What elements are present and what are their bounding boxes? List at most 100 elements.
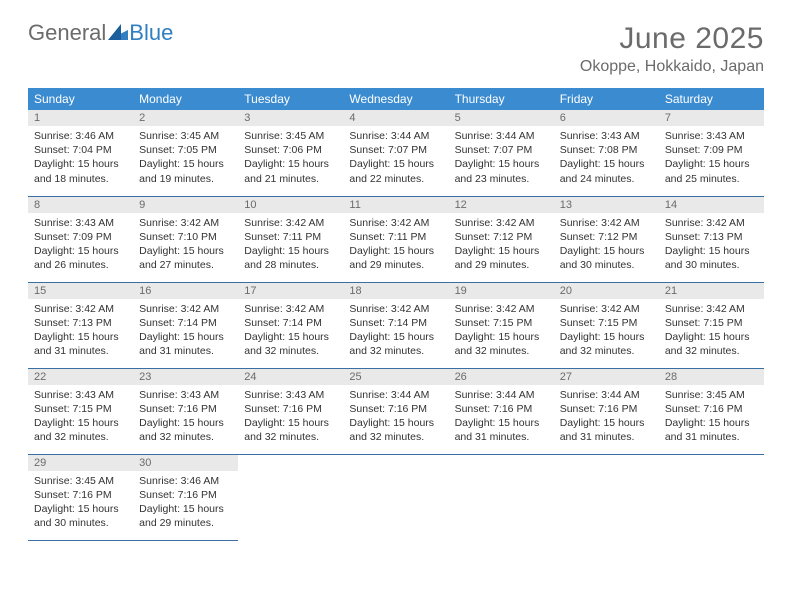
sunset-text: Sunset: 7:14 PM [349, 316, 442, 330]
sunset-text: Sunset: 7:16 PM [34, 488, 127, 502]
sunrise-text: Sunrise: 3:45 AM [244, 129, 337, 143]
sunrise-text: Sunrise: 3:42 AM [349, 216, 442, 230]
day-content: Sunrise: 3:43 AMSunset: 7:16 PMDaylight:… [133, 385, 238, 449]
calendar-day-cell: 25Sunrise: 3:44 AMSunset: 7:16 PMDayligh… [343, 368, 448, 454]
sunset-text: Sunset: 7:13 PM [665, 230, 758, 244]
sunset-text: Sunset: 7:16 PM [139, 488, 232, 502]
day-number: 1 [28, 110, 133, 126]
daylight-text: and 32 minutes. [560, 344, 653, 358]
day-content: Sunrise: 3:45 AMSunset: 7:16 PMDaylight:… [659, 385, 764, 449]
weekday-header: Wednesday [343, 88, 448, 110]
calendar-day-cell: 26Sunrise: 3:44 AMSunset: 7:16 PMDayligh… [449, 368, 554, 454]
daylight-text: Daylight: 15 hours [455, 330, 548, 344]
sunrise-text: Sunrise: 3:44 AM [349, 129, 442, 143]
sunset-text: Sunset: 7:07 PM [349, 143, 442, 157]
daylight-text: Daylight: 15 hours [34, 416, 127, 430]
calendar-day-cell: 16Sunrise: 3:42 AMSunset: 7:14 PMDayligh… [133, 282, 238, 368]
sunset-text: Sunset: 7:12 PM [560, 230, 653, 244]
day-content: Sunrise: 3:44 AMSunset: 7:16 PMDaylight:… [554, 385, 659, 449]
daylight-text: Daylight: 15 hours [455, 416, 548, 430]
day-number: 14 [659, 197, 764, 213]
day-content: Sunrise: 3:42 AMSunset: 7:14 PMDaylight:… [133, 299, 238, 363]
day-content: Sunrise: 3:42 AMSunset: 7:11 PMDaylight:… [343, 213, 448, 277]
daylight-text: and 25 minutes. [665, 172, 758, 186]
day-number: 20 [554, 283, 659, 299]
daylight-text: Daylight: 15 hours [139, 416, 232, 430]
calendar-day-cell: 17Sunrise: 3:42 AMSunset: 7:14 PMDayligh… [238, 282, 343, 368]
sunrise-text: Sunrise: 3:42 AM [665, 216, 758, 230]
daylight-text: and 18 minutes. [34, 172, 127, 186]
title-block: June 2025 Okoppe, Hokkaido, Japan [580, 22, 764, 76]
sunset-text: Sunset: 7:16 PM [244, 402, 337, 416]
day-number: 9 [133, 197, 238, 213]
sunset-text: Sunset: 7:06 PM [244, 143, 337, 157]
day-number: 11 [343, 197, 448, 213]
day-number: 17 [238, 283, 343, 299]
weekday-header: Monday [133, 88, 238, 110]
daylight-text: and 27 minutes. [139, 258, 232, 272]
day-number: 27 [554, 369, 659, 385]
logo-text-general: General [28, 22, 106, 44]
calendar-day-cell: 2Sunrise: 3:45 AMSunset: 7:05 PMDaylight… [133, 110, 238, 196]
sunset-text: Sunset: 7:14 PM [244, 316, 337, 330]
calendar-day-cell: 8Sunrise: 3:43 AMSunset: 7:09 PMDaylight… [28, 196, 133, 282]
day-content: Sunrise: 3:45 AMSunset: 7:16 PMDaylight:… [28, 471, 133, 535]
calendar-table: Sunday Monday Tuesday Wednesday Thursday… [28, 88, 764, 541]
daylight-text: Daylight: 15 hours [139, 244, 232, 258]
calendar-day-cell: 12Sunrise: 3:42 AMSunset: 7:12 PMDayligh… [449, 196, 554, 282]
day-content: Sunrise: 3:42 AMSunset: 7:12 PMDaylight:… [449, 213, 554, 277]
daylight-text: Daylight: 15 hours [560, 330, 653, 344]
calendar-day-cell: 4Sunrise: 3:44 AMSunset: 7:07 PMDaylight… [343, 110, 448, 196]
day-content: Sunrise: 3:46 AMSunset: 7:04 PMDaylight:… [28, 126, 133, 190]
sunset-text: Sunset: 7:05 PM [139, 143, 232, 157]
day-content: Sunrise: 3:42 AMSunset: 7:11 PMDaylight:… [238, 213, 343, 277]
sunset-text: Sunset: 7:16 PM [139, 402, 232, 416]
calendar-day-cell: 10Sunrise: 3:42 AMSunset: 7:11 PMDayligh… [238, 196, 343, 282]
daylight-text: and 31 minutes. [665, 430, 758, 444]
daylight-text: and 31 minutes. [455, 430, 548, 444]
day-number: 21 [659, 283, 764, 299]
weekday-header: Saturday [659, 88, 764, 110]
sunrise-text: Sunrise: 3:42 AM [244, 216, 337, 230]
day-content: Sunrise: 3:43 AMSunset: 7:09 PMDaylight:… [28, 213, 133, 277]
sunrise-text: Sunrise: 3:44 AM [455, 388, 548, 402]
daylight-text: and 29 minutes. [139, 516, 232, 530]
sunset-text: Sunset: 7:09 PM [34, 230, 127, 244]
logo-mark-icon [108, 22, 128, 44]
sunrise-text: Sunrise: 3:43 AM [665, 129, 758, 143]
day-content: Sunrise: 3:43 AMSunset: 7:15 PMDaylight:… [28, 385, 133, 449]
daylight-text: Daylight: 15 hours [349, 416, 442, 430]
sunrise-text: Sunrise: 3:42 AM [34, 302, 127, 316]
daylight-text: and 19 minutes. [139, 172, 232, 186]
calendar-day-cell: 13Sunrise: 3:42 AMSunset: 7:12 PMDayligh… [554, 196, 659, 282]
weekday-header: Tuesday [238, 88, 343, 110]
day-content: Sunrise: 3:42 AMSunset: 7:15 PMDaylight:… [659, 299, 764, 363]
sunrise-text: Sunrise: 3:44 AM [349, 388, 442, 402]
sunrise-text: Sunrise: 3:45 AM [139, 129, 232, 143]
sunrise-text: Sunrise: 3:43 AM [244, 388, 337, 402]
daylight-text: Daylight: 15 hours [560, 416, 653, 430]
day-number: 12 [449, 197, 554, 213]
calendar-week-row: 22Sunrise: 3:43 AMSunset: 7:15 PMDayligh… [28, 368, 764, 454]
day-content: Sunrise: 3:42 AMSunset: 7:14 PMDaylight:… [238, 299, 343, 363]
day-number: 26 [449, 369, 554, 385]
daylight-text: Daylight: 15 hours [665, 157, 758, 171]
sunset-text: Sunset: 7:10 PM [139, 230, 232, 244]
sunrise-text: Sunrise: 3:42 AM [244, 302, 337, 316]
daylight-text: Daylight: 15 hours [244, 330, 337, 344]
sunset-text: Sunset: 7:08 PM [560, 143, 653, 157]
sunrise-text: Sunrise: 3:42 AM [665, 302, 758, 316]
day-number: 24 [238, 369, 343, 385]
daylight-text: and 30 minutes. [34, 516, 127, 530]
daylight-text: and 31 minutes. [139, 344, 232, 358]
day-number: 10 [238, 197, 343, 213]
sunset-text: Sunset: 7:09 PM [665, 143, 758, 157]
daylight-text: and 21 minutes. [244, 172, 337, 186]
sunrise-text: Sunrise: 3:44 AM [560, 388, 653, 402]
day-content: Sunrise: 3:43 AMSunset: 7:09 PMDaylight:… [659, 126, 764, 190]
daylight-text: Daylight: 15 hours [665, 244, 758, 258]
daylight-text: and 31 minutes. [560, 430, 653, 444]
day-content: Sunrise: 3:44 AMSunset: 7:07 PMDaylight:… [449, 126, 554, 190]
daylight-text: Daylight: 15 hours [139, 157, 232, 171]
logo: General Blue [28, 22, 173, 44]
